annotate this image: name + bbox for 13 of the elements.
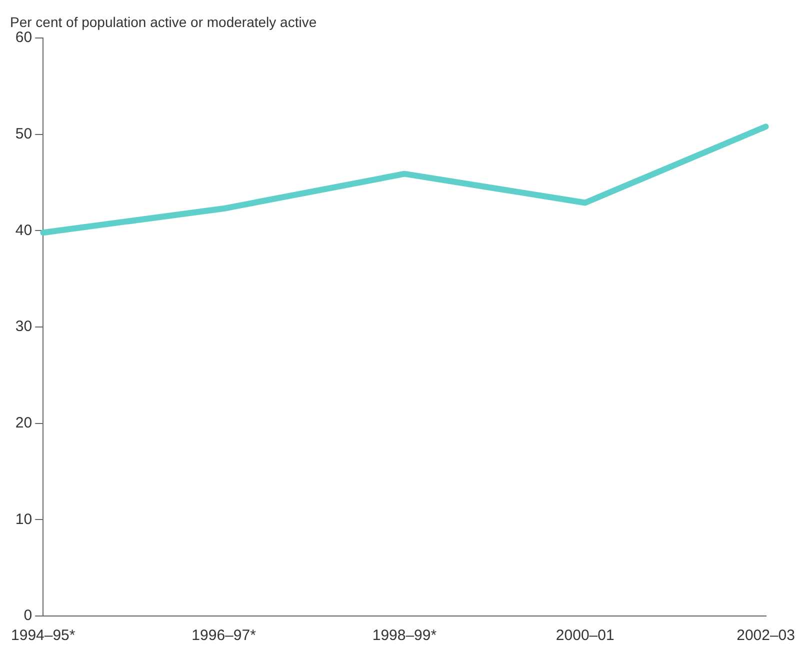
y-tick-label: 10 [15,510,32,528]
y-tick-label: 20 [15,414,32,432]
x-tick-label: 2002–03 [736,627,796,644]
y-tick-label: 60 [15,29,32,46]
x-tick-label: 1994–95* [11,627,76,644]
y-tick-label: 30 [15,318,32,336]
y-tick-label: 50 [15,125,32,142]
y-axis-title: Per cent of population active or moderately active [10,14,317,30]
x-tick-label: 1998–99* [372,627,437,644]
y-tick-label: 40 [15,222,32,239]
x-tick-label: 1996–97* [192,627,256,644]
y-tick-label: 0 [24,607,32,624]
x-tick-label: 2000–01 [556,627,614,644]
